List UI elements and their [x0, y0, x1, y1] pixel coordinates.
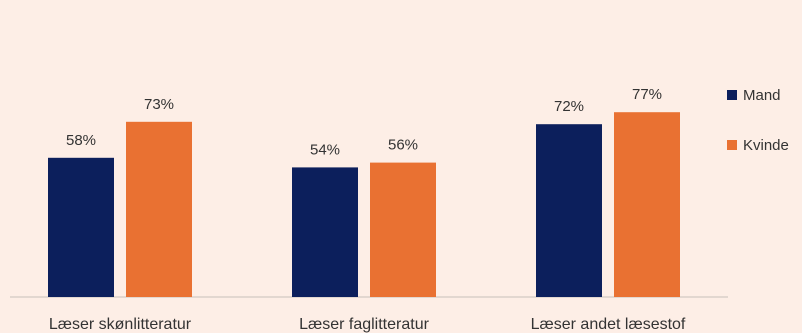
- bar-mand-3: [536, 124, 602, 297]
- category-label-2: Læser faglitteratur: [299, 316, 430, 333]
- data-label-mand-1: 58%: [66, 132, 96, 149]
- legend-label-kvinde: Kvinde: [743, 136, 789, 154]
- data-label-mand-3: 72%: [554, 98, 584, 115]
- bar-kvinde-2: [370, 162, 436, 297]
- category-label-3: Læser andet læsestof: [531, 316, 686, 333]
- legend-item-mand: Mand: [727, 85, 789, 105]
- bar-kvinde-1: [126, 121, 192, 297]
- legend-item-kvinde: Kvinde: [727, 135, 789, 155]
- data-label-mand-2: 54%: [310, 141, 340, 158]
- legend: Mand Kvinde: [727, 85, 789, 185]
- bar-kvinde-3: [614, 112, 680, 297]
- bars-group: [48, 112, 680, 297]
- labels-group: 58% 73% Læser skønlitteratur 54% 56% Læser fa…: [49, 86, 686, 333]
- data-label-kvinde-3: 77%: [632, 86, 662, 103]
- legend-label-mand: Mand: [743, 86, 781, 104]
- data-label-kvinde-2: 56%: [388, 137, 418, 154]
- legend-swatch-kvinde: [727, 140, 737, 150]
- category-label-1: Læser skønlitteratur: [49, 316, 192, 333]
- data-label-kvinde-1: 73%: [144, 96, 174, 113]
- legend-swatch-mand: [727, 90, 737, 100]
- bar-mand-2: [292, 167, 358, 297]
- bar-mand-1: [48, 157, 114, 297]
